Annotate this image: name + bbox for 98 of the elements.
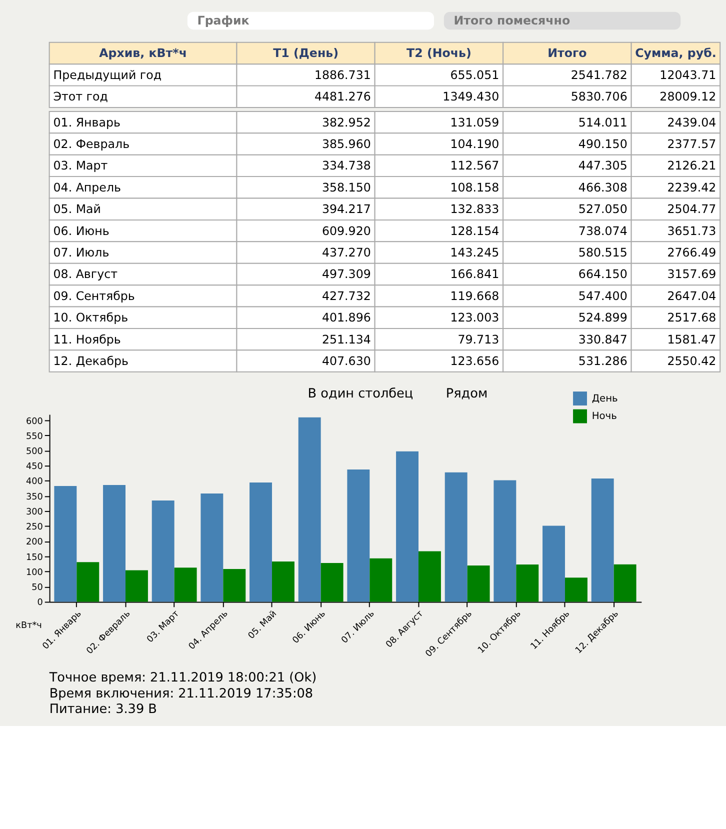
text: Предыдущий год (53, 68, 162, 82)
text: 394.217 (322, 202, 371, 216)
category-label: 02. Февраль (53, 136, 130, 151)
text: 2439.04 (667, 115, 716, 130)
y-tick-label: 250 (26, 522, 44, 533)
text: T1 (День) (273, 46, 339, 60)
text: 437.270 (322, 245, 371, 260)
y-axis-title: кВт*ч (16, 620, 42, 631)
text: Питание: 3.39 В (49, 702, 157, 718)
text: 104.190 (450, 136, 500, 151)
legend-label: День (592, 393, 618, 404)
y-tick-label: 50 (32, 583, 44, 594)
text: 2550.42 (667, 354, 716, 368)
y-tick-label: 0 (37, 598, 44, 608)
text: 531.286 (578, 354, 628, 368)
y-tick-label: 100 (26, 568, 44, 578)
category-label: 11. Ноябрь (53, 332, 121, 346)
text: 514.011 (578, 115, 628, 130)
text: 132.833 (450, 202, 500, 216)
category-label: 10. Октябрь (53, 310, 128, 325)
text: В один столбец (308, 386, 414, 402)
y-tick-label: 350 (26, 492, 44, 502)
text: 427.732 (322, 288, 371, 303)
y-tick-label: 300 (26, 507, 44, 518)
text: 2504.77 (667, 202, 716, 216)
text: Время включения: 21.11.2019 17:35:08 (49, 686, 314, 702)
text: 2647.04 (667, 288, 716, 303)
text: 466.308 (578, 180, 628, 194)
category-label: 08. Август (53, 267, 118, 282)
text: 580.515 (578, 245, 628, 260)
y-tick-label: 450 (26, 462, 44, 472)
text: 1581.47 (667, 332, 716, 346)
text: 108.158 (450, 180, 500, 194)
y-tick-label: 200 (26, 538, 44, 548)
text: T2 (Ночь) (406, 46, 472, 60)
text: 447.305 (578, 158, 628, 173)
text: 330.847 (578, 332, 628, 346)
text: 2517.68 (667, 310, 716, 325)
text: 524.899 (578, 310, 628, 325)
text: 131.059 (450, 115, 500, 130)
text: 407.630 (322, 354, 371, 368)
text: 2541.782 (570, 68, 628, 82)
text: 385.960 (322, 136, 371, 151)
text: 143.245 (450, 245, 500, 260)
y-tick-label: 400 (26, 477, 44, 488)
category-label: 03. Март (53, 158, 108, 173)
y-tick-label: 600 (26, 416, 44, 427)
y-tick-label: 150 (26, 552, 44, 563)
text: 2126.21 (667, 158, 716, 173)
category-label: 09. Сентябрь (53, 288, 135, 303)
text: 123.656 (450, 354, 500, 368)
text: 1349.430 (442, 90, 500, 104)
text: 664.150 (578, 267, 628, 282)
y-tick-label: 550 (26, 432, 44, 442)
text: 358.150 (322, 180, 371, 194)
category-label: 01. Январь (53, 115, 120, 130)
category-label: 04. Апрель (53, 180, 121, 194)
category-label: 05. Май (53, 202, 101, 216)
text: 28009.12 (660, 90, 716, 104)
text: 738.074 (578, 224, 628, 238)
text: 655.051 (450, 68, 500, 82)
text: 401.896 (322, 310, 371, 325)
y-tick-label: 500 (26, 447, 44, 458)
category-label: 07. Июль (53, 245, 110, 260)
text: 5830.706 (570, 90, 628, 104)
category-label: 12. Декабрь (53, 354, 129, 368)
text: 4481.276 (314, 90, 371, 104)
text: 382.952 (322, 115, 371, 130)
text: Рядом (446, 386, 488, 402)
text: 251.134 (322, 332, 371, 346)
text: 79.713 (458, 332, 500, 346)
text: 490.150 (578, 136, 628, 151)
legend-label: Ночь (592, 411, 618, 422)
text: 12043.71 (660, 68, 716, 82)
text: 166.841 (450, 267, 500, 282)
text: 128.154 (450, 224, 500, 238)
text: 527.050 (578, 202, 628, 216)
text: Сумма, руб. (635, 46, 716, 60)
text: 119.668 (450, 288, 500, 303)
text: 2377.57 (667, 136, 716, 151)
text: 334.738 (322, 158, 371, 173)
text: Итого помесячно (454, 14, 570, 28)
text: 123.003 (450, 310, 500, 325)
text: Этот год (53, 90, 108, 104)
text: Точное время: 21.11.2019 18:00:21 (Ok) (48, 670, 317, 686)
text: 609.920 (322, 224, 371, 238)
category-label: 06. Июнь (53, 224, 110, 238)
text: 3651.73 (667, 224, 716, 238)
text: Итого (548, 46, 587, 60)
text: 547.400 (578, 288, 628, 303)
text: Архив, кВт*ч (99, 46, 187, 60)
text: 112.567 (450, 158, 500, 173)
text: 1886.731 (314, 68, 371, 82)
text: График (197, 14, 250, 28)
text: 497.309 (322, 267, 371, 282)
text: 3157.69 (667, 267, 716, 282)
text: 2239.42 (667, 180, 716, 194)
text: 2766.49 (667, 245, 716, 260)
